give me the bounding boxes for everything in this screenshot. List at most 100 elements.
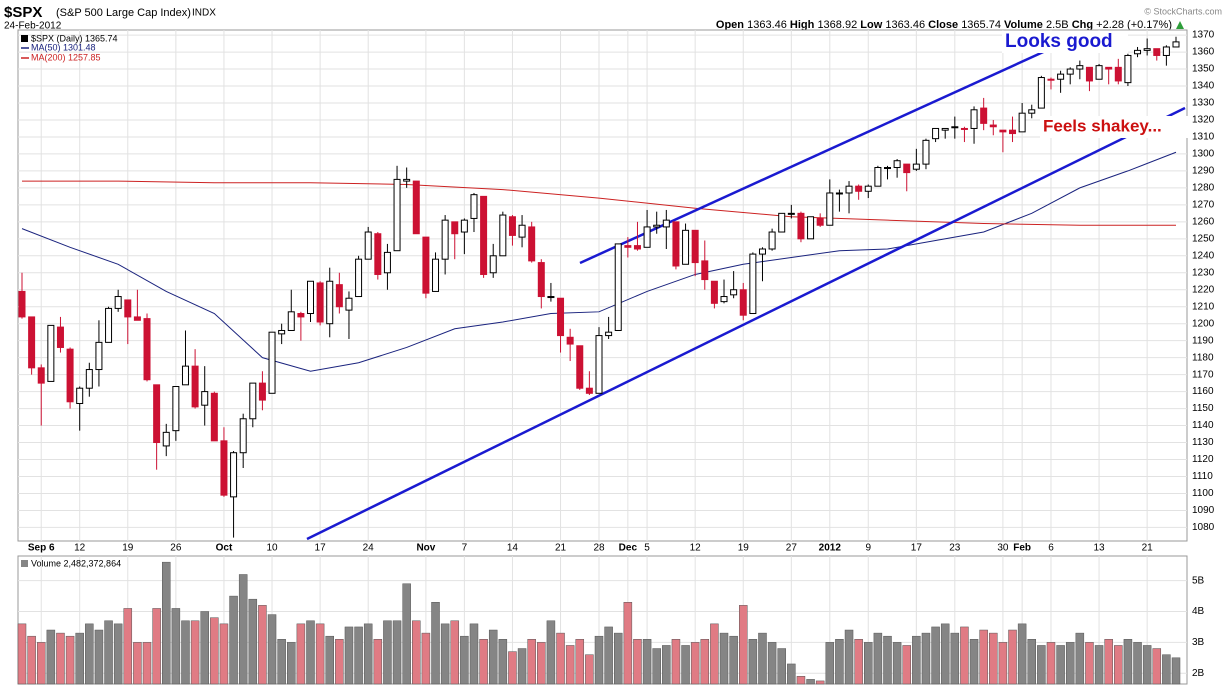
volume-bar — [162, 561, 171, 685]
volume-bar — [979, 629, 988, 685]
candle-body — [133, 316, 141, 321]
quote-bar: Open 1363.46 High 1368.92 Low 1363.46 Cl… — [716, 19, 1172, 31]
candle-body — [181, 365, 189, 386]
annotation-bg — [1002, 31, 1128, 53]
volume-bar — [1027, 639, 1036, 685]
candle-body — [258, 382, 266, 401]
candle-body — [816, 217, 824, 226]
volume-bar — [989, 632, 998, 685]
candle-body — [537, 262, 545, 298]
volume-bar — [517, 648, 527, 685]
candle-body — [374, 233, 382, 275]
candle-body — [758, 248, 766, 255]
y-tick-label: 1340 — [1192, 81, 1215, 92]
quote-label: Close — [928, 19, 958, 31]
y-tick-label: 1210 — [1192, 301, 1215, 312]
y-tick-label: 1100 — [1192, 488, 1214, 499]
volume-bar — [392, 620, 402, 685]
y-tick-label: 1140 — [1192, 420, 1214, 431]
volume-bar — [1114, 645, 1123, 685]
candle-body — [855, 185, 863, 192]
volume-bar — [969, 639, 979, 685]
volume-bar — [892, 642, 902, 685]
candle-body — [249, 382, 257, 420]
volume-bar — [604, 626, 613, 685]
trend-line — [306, 106, 1186, 541]
volume-bar — [46, 629, 56, 685]
y-tick-label: 1330 — [1192, 98, 1215, 109]
volume-bar — [902, 645, 911, 685]
x-tick-label: 2012 — [819, 543, 842, 554]
volume-bar — [527, 639, 536, 685]
x-tick-label: 12 — [74, 543, 86, 554]
volume-bar — [873, 632, 883, 685]
candle-body — [1028, 109, 1036, 114]
y-tick-label: 1260 — [1192, 216, 1215, 227]
volume-bar — [719, 632, 729, 685]
volume-bar — [998, 642, 1008, 685]
candle-body — [835, 192, 843, 195]
candle-body — [172, 386, 180, 432]
x-tick-label: Oct — [216, 543, 233, 554]
x-tick-label: 7 — [462, 543, 468, 554]
candle-body — [508, 216, 516, 236]
x-tick-label: 28 — [593, 543, 605, 554]
volume-bar — [315, 623, 325, 685]
candle-body — [239, 418, 247, 454]
volume-bar — [1008, 629, 1017, 685]
x-tick-label: Nov — [416, 543, 435, 554]
candle-body — [441, 219, 449, 260]
candle-body — [739, 289, 747, 316]
volume-bar — [1162, 654, 1171, 685]
candle-body — [1143, 48, 1151, 51]
y-tick-label: 1250 — [1192, 233, 1215, 244]
volume-bar — [1171, 657, 1181, 685]
volume-bar — [844, 629, 854, 685]
legend-swatch — [21, 560, 28, 567]
candle-body — [585, 387, 593, 394]
y-tick-label: 2B — [1192, 668, 1205, 679]
candle-body — [1095, 65, 1103, 80]
volume-bar — [277, 639, 286, 685]
candle-body — [278, 329, 286, 335]
volume-bar — [1056, 645, 1065, 685]
volume-bar — [190, 620, 200, 685]
candle-body — [355, 258, 363, 298]
volume-bar — [171, 608, 181, 685]
x-tick-label: 17 — [315, 543, 327, 554]
x-tick-label: Feb — [1013, 543, 1031, 554]
candle-body — [614, 243, 622, 331]
volume-bar — [921, 632, 931, 685]
legend-entry: MA(200) 1257.85 — [31, 52, 101, 62]
volume-bar — [508, 651, 517, 685]
candle-body — [624, 245, 632, 248]
volume-bar — [594, 635, 604, 685]
x-tick-label: 26 — [170, 543, 182, 554]
candle-body — [980, 107, 988, 124]
volume-bar — [931, 626, 940, 685]
candle-body — [672, 221, 680, 267]
y-tick-label: 1110 — [1192, 471, 1213, 482]
quote-value: +2.28 (+0.17%) — [1096, 19, 1172, 31]
volume-bar — [767, 642, 777, 685]
moving-average-line — [21, 151, 1177, 372]
candle-body — [960, 127, 968, 130]
candle-body — [778, 212, 786, 233]
volume-bar — [681, 645, 690, 685]
candle-body — [1124, 54, 1132, 84]
candle-body — [922, 139, 930, 165]
candle-body — [1076, 65, 1084, 70]
candle-body — [662, 219, 670, 228]
volume-bar — [36, 642, 46, 685]
candle-body — [1085, 66, 1093, 82]
quote-label: High — [790, 19, 815, 31]
x-tick-label: 19 — [738, 543, 750, 554]
candle-body — [932, 127, 940, 140]
volume-bar — [1075, 632, 1085, 685]
quote-value: 1365.74 — [961, 19, 1001, 31]
candle-body — [893, 160, 901, 169]
y-tick-label: 1150 — [1192, 403, 1214, 414]
volume-bar — [248, 598, 258, 685]
volume-bar — [1017, 623, 1027, 685]
volume-bar — [748, 639, 758, 685]
